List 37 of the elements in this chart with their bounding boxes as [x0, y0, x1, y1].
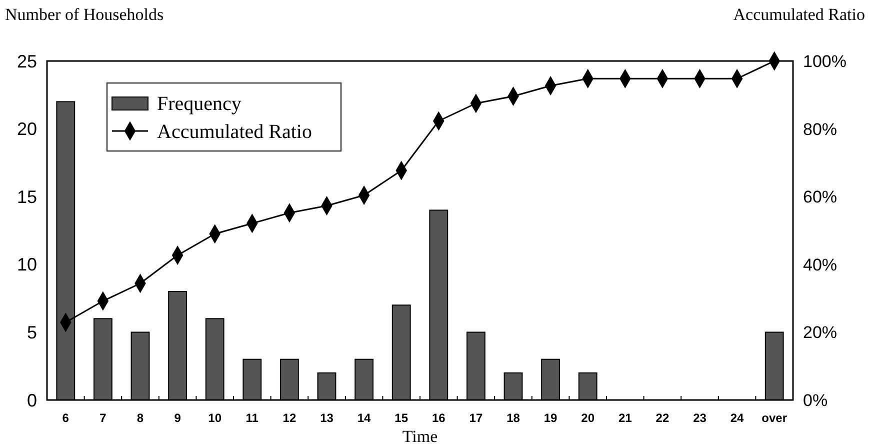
legend-label: Frequency	[157, 93, 242, 115]
y2-tick-label: 60%	[803, 188, 838, 207]
x-tick-label: 23	[693, 411, 707, 425]
y2-tick-label: 20%	[803, 323, 838, 342]
y2-tick-label: 0%	[803, 390, 828, 410]
y-tick-label: 25	[16, 51, 37, 72]
x-tick-label: 11	[246, 411, 259, 425]
legend-label: Accumulated Ratio	[157, 121, 312, 143]
x-tick-label: 8	[136, 411, 144, 425]
x-tick-label: 22	[656, 411, 670, 425]
x-tick-label: 6	[62, 411, 70, 425]
x-tick-label: 15	[394, 411, 408, 425]
x-tick-label: 21	[618, 411, 632, 425]
y-axis-title: Number of Households	[5, 5, 164, 24]
x-tick-label: 24	[730, 411, 744, 425]
y-tick-label: 0	[26, 390, 37, 410]
y2-tick-label: 40%	[803, 255, 838, 274]
y-tick-label: 5	[26, 322, 37, 342]
y-tick-label: 10	[16, 254, 37, 275]
x-tick-label: over	[762, 411, 788, 425]
y-tick-label: 20	[16, 119, 37, 140]
x-tick-label: 9	[174, 411, 182, 425]
y2-axis-title: Accumulated Ratio	[733, 5, 865, 24]
x-tick-label: 20	[581, 411, 595, 425]
x-tick-label: 17	[469, 411, 483, 425]
y-tick-label: 15	[16, 186, 37, 207]
x-tick-label: 12	[282, 411, 296, 425]
y2-tick-label: 80%	[803, 120, 838, 139]
x-axis-title: Time	[402, 427, 438, 446]
y2-tick-label: 100%	[803, 52, 846, 71]
x-tick-label: 13	[320, 411, 334, 425]
x-tick-label: 7	[100, 411, 107, 425]
x-tick-label: 10	[208, 411, 222, 425]
x-tick-label: 14	[357, 411, 372, 425]
x-tick-label: 18	[506, 411, 520, 425]
x-tick-label: 16	[432, 411, 446, 425]
x-tick-label: 19	[544, 411, 558, 425]
